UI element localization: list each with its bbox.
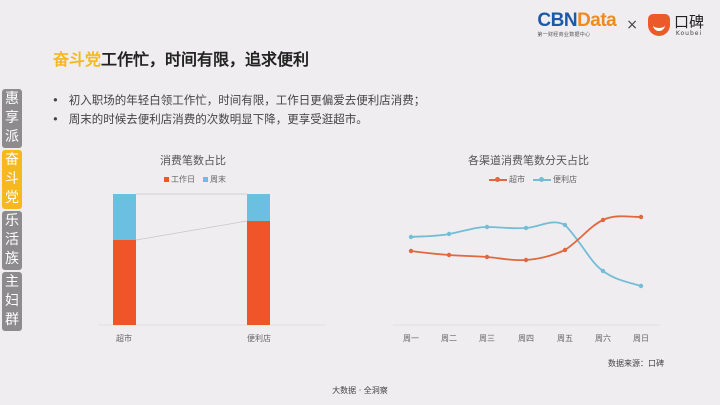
line-supermarket <box>410 215 642 262</box>
bar-xlabel-supermarket: 超市 <box>116 334 132 343</box>
koubei-smile-icon <box>647 14 670 36</box>
times-icon: × <box>626 17 638 33</box>
tab-char: 惠 <box>5 91 19 107</box>
legend-item-weekday: 工作日 <box>164 174 195 185</box>
page-title: 奋斗党工作忙，时间有限，追求便利 <box>53 46 309 70</box>
bar-supermarket-weekday <box>113 240 136 325</box>
cbn-text: CBN <box>537 10 578 31</box>
side-tabs: 惠享派 奋斗党 乐活族 主妇群 <box>2 89 22 331</box>
legend-item-supermarket: 超市 <box>489 174 525 185</box>
koubei-en: Koubei <box>675 29 703 37</box>
bullet-list: 初入职场的年轻白领工作忙，时间有限，工作日更偏爱去便利店消费； 周末的时候去便利… <box>52 91 426 129</box>
tab-char: 族 <box>5 251 19 267</box>
data-text: Data <box>577 10 617 31</box>
koubei-logo: 口碑 Koubei <box>647 12 704 37</box>
tab-char: 奋 <box>5 152 19 168</box>
line-xlabel: 周四 <box>518 334 534 343</box>
side-tab-huixiangpai[interactable]: 惠享派 <box>2 89 22 148</box>
side-tab-lehuozu[interactable]: 乐活族 <box>2 211 22 270</box>
tab-char: 群 <box>5 312 19 328</box>
tab-char: 享 <box>5 110 19 126</box>
line-chart-title: 各渠道消费笔数分天占比 <box>468 154 589 167</box>
tab-char: 妇 <box>5 293 19 309</box>
tab-char: 活 <box>5 232 19 248</box>
line-xlabel: 周六 <box>595 334 611 343</box>
line-xlabel: 周一 <box>403 334 419 343</box>
koubei-cn: 口碑 <box>673 12 704 31</box>
bar-chart-title: 消费笔数占比 <box>160 154 226 167</box>
tab-char: 斗 <box>5 171 19 187</box>
bar-convenience-weekday <box>247 221 270 325</box>
side-tab-fendoudang[interactable]: 奋斗党 <box>2 150 22 209</box>
bar-chart-legend: 工作日 周末 <box>164 174 226 185</box>
bar-supermarket-weekend <box>113 194 136 240</box>
logo-area: CBNData 第一财经商业数据中心 × 口碑 Koubei <box>537 10 704 38</box>
side-tab-zhufuqun[interactable]: 主妇群 <box>2 272 22 331</box>
legend-item-weekend: 周末 <box>203 174 226 185</box>
data-source: 数据来源：口碑 <box>608 359 664 368</box>
line-xlabel: 周五 <box>557 334 573 343</box>
bullet-item: 初入职场的年轻白领工作忙，时间有限，工作日更偏爱去便利店消费； <box>52 91 426 110</box>
cbndata-logo: CBNData 第一财经商业数据中心 <box>537 10 617 38</box>
footer-slogan: 大数据 · 全洞察 <box>332 386 388 395</box>
tab-char: 乐 <box>5 213 19 229</box>
line-xlabel: 周二 <box>441 334 457 343</box>
line-chart-legend: 超市 便利店 <box>489 174 577 185</box>
tab-char: 派 <box>5 129 19 145</box>
bullet-item: 周末的时候去便利店消费的次数明显下降，更享受逛超市。 <box>52 110 425 129</box>
title-highlight: 奋斗党 <box>53 50 102 69</box>
line-xlabel: 周三 <box>479 334 495 343</box>
tab-char: 主 <box>5 274 19 290</box>
bar-xlabel-convenience: 便利店 <box>247 334 271 343</box>
tab-char: 党 <box>5 190 19 206</box>
line-xlabel: 周日 <box>633 334 649 343</box>
bar-convenience-weekend <box>247 194 270 221</box>
cbn-subtitle: 第一财经商业数据中心 <box>537 32 591 38</box>
legend-item-convenience: 便利店 <box>533 174 577 185</box>
title-rest: 工作忙，时间有限，追求便利 <box>101 50 310 69</box>
